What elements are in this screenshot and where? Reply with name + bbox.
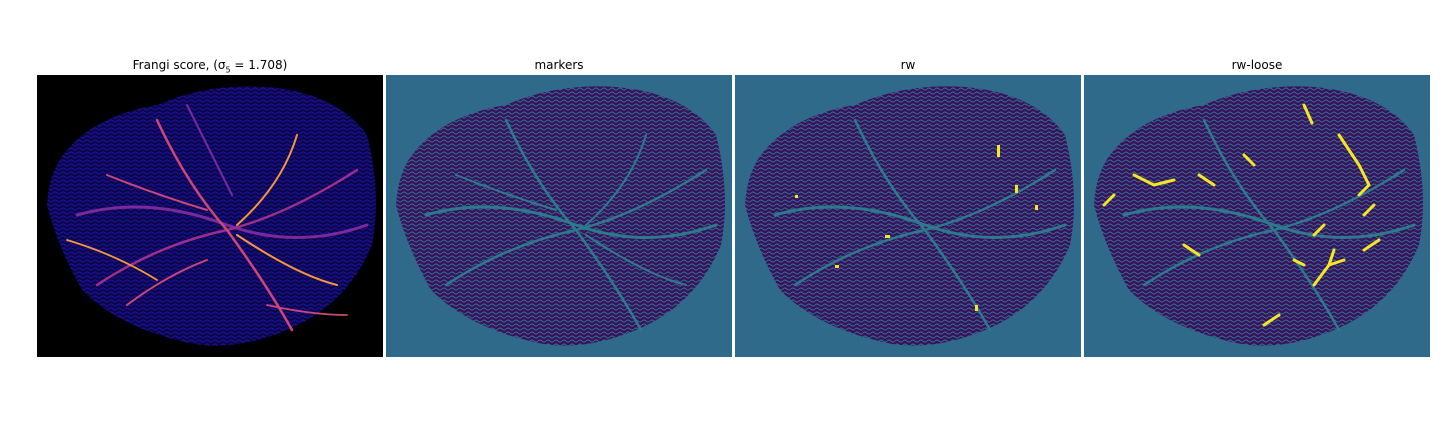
panel-rw-loose: rw-loose (1084, 55, 1430, 357)
panel-title-rw-loose: rw-loose (1231, 58, 1283, 72)
rw-image (735, 75, 1081, 357)
panel-title-frangi: Frangi score, (σ5 = 1.708) (132, 58, 288, 75)
markers-image (386, 75, 732, 357)
rw-loose-image (1084, 75, 1430, 357)
frangi-image (37, 75, 383, 357)
panel-frangi: Frangi score, (σ5 = 1.708) (37, 55, 383, 357)
panel-markers: markers (386, 55, 732, 357)
panel-title-rw: rw (900, 58, 916, 72)
panel-title-markers: markers (534, 58, 584, 72)
panel-rw: rw (735, 55, 1081, 357)
